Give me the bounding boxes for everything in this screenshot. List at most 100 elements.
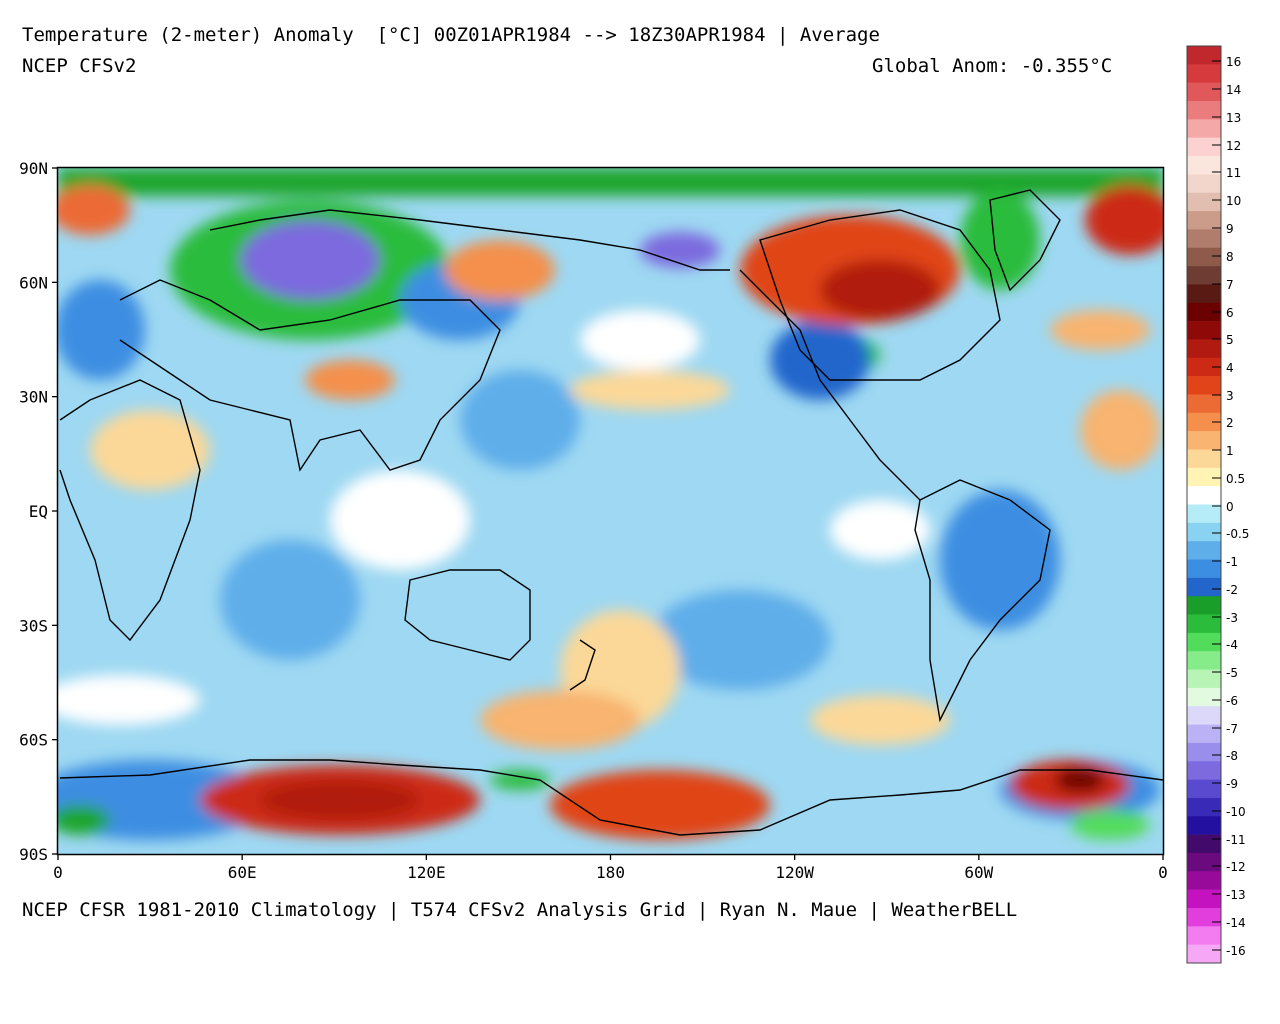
legend-swatch [1187, 816, 1221, 835]
legend-label: -14 [1226, 916, 1246, 930]
legend-swatch [1187, 82, 1221, 102]
legend-label: 9 [1226, 222, 1234, 236]
legend-swatch [1187, 486, 1221, 505]
legend-swatch [1187, 742, 1221, 762]
legend-swatch [1187, 761, 1221, 780]
legend-label: 12 [1226, 139, 1241, 153]
legend-frame [1186, 45, 1222, 964]
legend-swatch [1187, 797, 1221, 817]
lon-label: 180 [596, 863, 625, 882]
legend-swatch [1187, 137, 1221, 157]
coastlines [59, 189, 1163, 836]
legend-swatch [1187, 192, 1221, 212]
lat-label: 60S [19, 731, 48, 750]
legend-swatch [1187, 302, 1221, 322]
lon-label: 60W [964, 863, 993, 882]
legend-swatch [1187, 247, 1221, 267]
legend-swatch [1187, 687, 1221, 707]
legend-swatch [1187, 577, 1221, 597]
legend-swatch [1187, 156, 1221, 175]
legend-label: 16 [1226, 55, 1241, 69]
legend-label: -4 [1226, 638, 1238, 652]
legend-swatch [1187, 46, 1221, 65]
legend-swatch [1187, 64, 1221, 83]
legend-swatch [1187, 431, 1221, 450]
legend-swatch [1187, 834, 1221, 854]
legend-label: -11 [1226, 833, 1246, 847]
legend-swatch [1187, 669, 1221, 689]
legend-colorbar [1186, 45, 1222, 964]
legend-swatch [1187, 926, 1221, 945]
legend-label: -9 [1226, 777, 1238, 791]
anomaly-field [58, 168, 1163, 854]
lon-label: 120W [775, 863, 814, 882]
legend-swatch [1187, 101, 1221, 120]
legend-label: 7 [1226, 278, 1234, 292]
legend-swatch [1187, 944, 1221, 964]
legend-label: 10 [1226, 194, 1241, 208]
legend-label: 1 [1226, 444, 1234, 458]
lon-label: 0 [1158, 863, 1168, 882]
legend-label: -3 [1226, 611, 1238, 625]
legend-swatch [1187, 266, 1221, 285]
legend-swatch [1187, 522, 1221, 542]
legend-swatch [1187, 357, 1221, 377]
legend-label: -13 [1226, 888, 1246, 902]
lat-label: 60N [19, 273, 48, 292]
lat-label: 30N [19, 388, 48, 407]
lat-label: EQ [29, 502, 48, 521]
legend-label: -10 [1226, 805, 1246, 819]
legend-swatch [1187, 596, 1221, 615]
legend-label: 14 [1226, 83, 1241, 97]
map-axes: 90N 60N 30N EQ 30S 60S 90S 0 60E 120E 180 120W 60W 0 [19, 159, 1168, 882]
legend-label: -1 [1226, 555, 1238, 569]
lat-label: 90S [19, 845, 48, 864]
legend-label: -16 [1226, 944, 1246, 958]
legend-label: -2 [1226, 583, 1238, 597]
legend-swatch [1187, 779, 1221, 799]
legend-labels: 16 14 13 12 11 10 9 8 7 6 5 4 3 2 1 0.5 0 -0.5 -1 -2 -3 -4 -5 -… [1212, 55, 1249, 958]
legend-swatch [1187, 706, 1221, 725]
legend-swatch [1187, 321, 1221, 340]
lon-label: 0 [53, 863, 63, 882]
legend-swatch [1187, 651, 1221, 670]
legend-swatch [1187, 614, 1221, 634]
legend-swatch [1187, 632, 1221, 652]
global-anomaly-readout: Global Anom: -0.355°C [872, 55, 1113, 77]
legend-label: 8 [1226, 250, 1234, 264]
footer-credits: NCEP CFSR 1981-2010 Climatology | T574 C… [22, 899, 1018, 921]
legend-swatch [1187, 889, 1221, 909]
legend-label: 4 [1226, 361, 1234, 375]
legend-swatch [1187, 284, 1221, 304]
model-name: NCEP CFSv2 [22, 55, 137, 77]
legend-label: 13 [1226, 111, 1241, 125]
legend-swatch [1187, 852, 1221, 872]
legend-label: 11 [1226, 166, 1241, 180]
legend-swatch [1187, 467, 1221, 487]
legend-label: -5 [1226, 666, 1238, 680]
legend-swatch [1187, 119, 1221, 138]
legend-swatch [1187, 559, 1221, 579]
lat-label: 30S [19, 616, 48, 635]
legend-label: 5 [1226, 333, 1234, 347]
lat-label: 90N [19, 159, 48, 178]
legend-label: -6 [1226, 694, 1238, 708]
legend-swatch [1187, 229, 1221, 249]
legend-swatch [1187, 394, 1221, 414]
legend-swatch [1187, 724, 1221, 744]
lon-label: 120E [407, 863, 446, 882]
legend-label: -0.5 [1226, 527, 1249, 541]
legend-swatch [1187, 211, 1221, 230]
legend-label: 0.5 [1226, 472, 1245, 486]
legend-swatch [1187, 449, 1221, 469]
legend-swatch [1187, 541, 1221, 560]
legend-swatch [1187, 339, 1221, 359]
legend-swatch [1187, 907, 1221, 927]
legend-label: 2 [1226, 416, 1234, 430]
legend-label: -8 [1226, 749, 1238, 763]
legend-label: 3 [1226, 389, 1234, 403]
legend-swatch [1187, 174, 1221, 194]
legend-label: 0 [1226, 500, 1234, 514]
